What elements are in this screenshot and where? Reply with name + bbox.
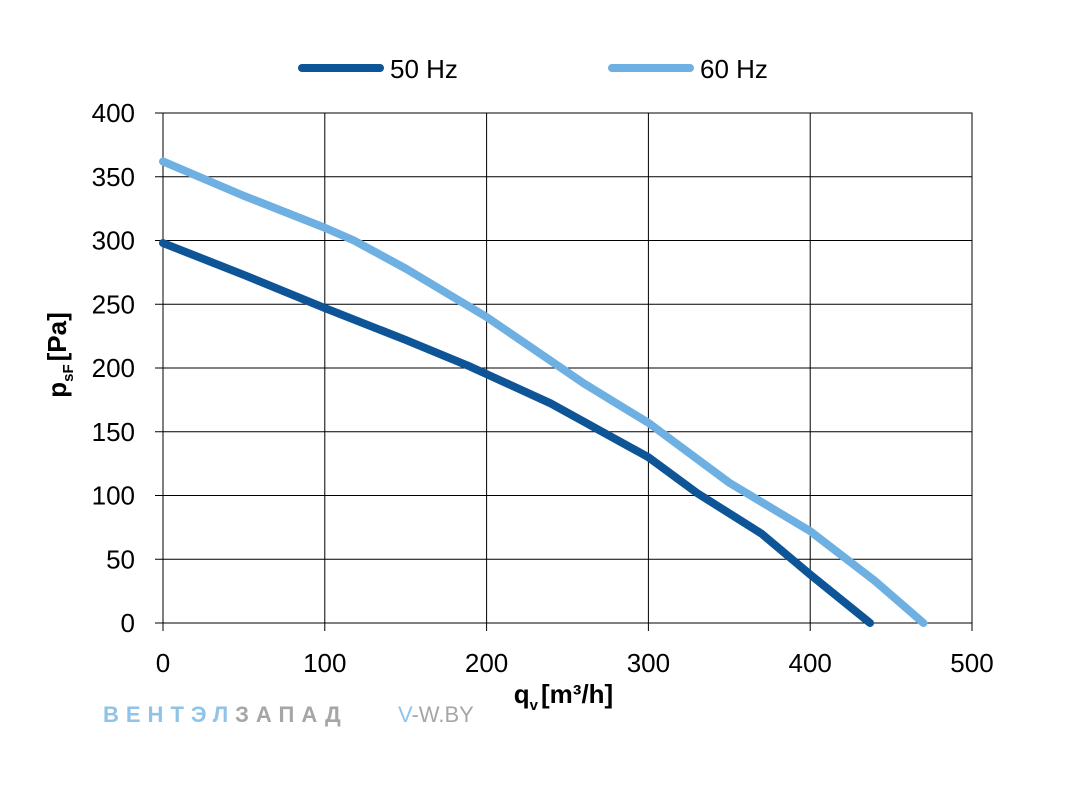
y-tick-labels: 0 50 100 150 200 250 300 350 400 xyxy=(92,98,135,638)
y-tick-label: 250 xyxy=(92,289,135,319)
series-lines xyxy=(159,157,928,627)
y-tick-label: 0 xyxy=(121,608,135,638)
watermark-brand: ВЕНТЭЛЗАПАД xyxy=(103,702,348,727)
y-tick-label: 300 xyxy=(92,226,135,256)
y-tick-label: 50 xyxy=(106,544,135,574)
y-tick-label: 400 xyxy=(92,98,135,128)
y-axis-title: psF[Pa] xyxy=(42,312,77,398)
x-tick-label: 300 xyxy=(627,648,670,678)
legend: 50 Hz 60 Hz xyxy=(298,54,768,84)
x-tick-labels: 0 100 200 300 400 500 xyxy=(156,648,994,678)
y-tick-label: 350 xyxy=(92,162,135,192)
x-tick-label: 500 xyxy=(950,648,993,678)
x-tick-label: 400 xyxy=(789,648,832,678)
x-tick-label: 100 xyxy=(303,648,346,678)
y-tick-label: 150 xyxy=(92,417,135,447)
plot-frame xyxy=(162,112,973,624)
legend-label-2: 60 Hz xyxy=(700,54,768,84)
x-tick-label: 200 xyxy=(465,648,508,678)
y-tick-label: 100 xyxy=(92,481,135,511)
x-tick-label: 0 xyxy=(156,648,170,678)
legend-label-1: 50 Hz xyxy=(390,54,458,84)
watermark-site: V-W.BY xyxy=(398,702,474,727)
series-line-2 xyxy=(159,157,928,627)
series-line-1 xyxy=(159,239,875,627)
x-axis-title: qv [m³/h] xyxy=(514,679,613,714)
y-tick-label: 200 xyxy=(92,353,135,383)
